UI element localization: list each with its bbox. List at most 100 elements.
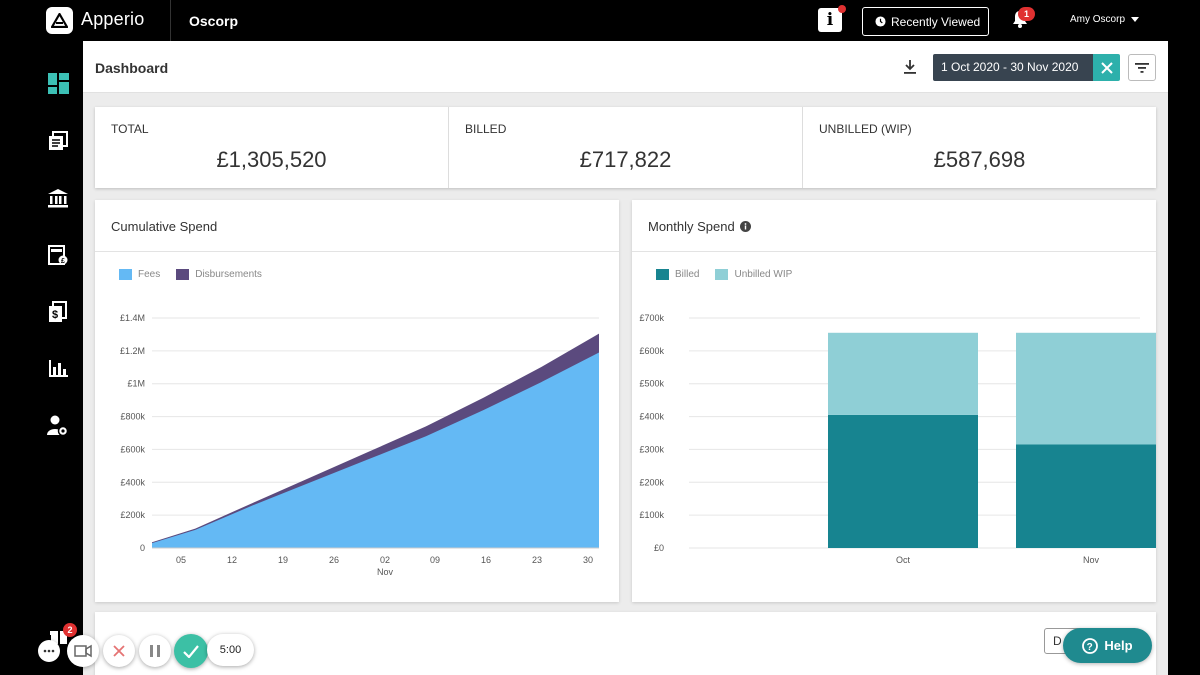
y-tick-label: £700k <box>639 313 664 323</box>
legend-swatch <box>176 269 190 280</box>
y-tick-label: £500k <box>639 379 664 389</box>
user-name-label: Amy Oscorp <box>1070 14 1126 25</box>
stat-label: TOTAL <box>111 122 149 136</box>
y-tick-label: £400k <box>120 477 145 487</box>
bar-unbilled <box>828 332 978 415</box>
divider <box>95 251 619 252</box>
user-menu[interactable]: Amy Oscorp <box>1070 14 1140 25</box>
y-tick-label: £0 <box>654 543 664 553</box>
info-button[interactable]: i <box>818 8 842 32</box>
date-range-filter[interactable]: 1 Oct 2020 - 30 Nov 2020 <box>933 54 1093 81</box>
legend-label: Fees <box>138 269 161 280</box>
top-bar: Apperio Oscorp i Recently Viewed 1 Amy O… <box>0 0 1200 41</box>
legend-item-billed[interactable]: Billed <box>656 269 699 280</box>
cumulative-spend-chart: 0 £200k £400k £600k £800k £1M £1.2M £1.4M 05 12 19… <box>120 313 599 577</box>
caret-down-icon <box>1131 17 1140 22</box>
filter-button[interactable] <box>1128 54 1156 81</box>
x-tick-label: Nov <box>1083 555 1100 565</box>
monthly-spend-chart: £0 £100k £200k £300k £400k £500k £600k £700k Oct… <box>639 313 1156 565</box>
top-divider <box>170 0 171 41</box>
monthly-legend: Billed Unbilled WIP <box>656 269 792 280</box>
legend-item-unbilled[interactable]: Unbilled WIP <box>715 269 792 280</box>
check-icon <box>183 644 199 658</box>
ellipsis-icon <box>43 649 55 653</box>
cumulative-legend: Fees Disbursements <box>119 269 262 280</box>
y-tick-label: £400k <box>639 412 664 422</box>
brand-name: Apperio <box>81 9 145 29</box>
y-tick-label: £100k <box>639 510 664 520</box>
info-circle-icon[interactable] <box>739 221 751 232</box>
close-icon <box>1100 61 1113 74</box>
legend-label: Unbilled WIP <box>734 269 793 280</box>
legend-swatch <box>656 269 669 280</box>
card-title: Cumulative Spend <box>111 219 218 234</box>
x-tick-label: 26 <box>329 555 339 565</box>
cancel-recording-button[interactable] <box>103 635 135 667</box>
stat-label: BILLED <box>465 122 507 136</box>
svg-text:£: £ <box>61 258 65 265</box>
legend-item-disbursements[interactable]: Disbursements <box>176 269 262 280</box>
main-content: Dashboard 1 Oct 2020 - 30 Nov 2020 TOTAL… <box>83 41 1168 675</box>
stat-unbilled: UNBILLED (WIP) £587,698 <box>803 107 1156 188</box>
page-header: Dashboard 1 Oct 2020 - 30 Nov 2020 <box>83 41 1168 93</box>
sidebar: £ $ <box>0 41 83 675</box>
gift-count-badge: 2 <box>63 623 77 637</box>
legend-swatch <box>715 269 729 280</box>
budget-icon[interactable]: £ <box>46 243 70 267</box>
summary-stats: TOTAL £1,305,520 BILLED £717,822 UNBILLE… <box>95 107 1156 188</box>
close-icon <box>113 645 125 657</box>
x-tick-label: 23 <box>532 555 542 565</box>
reports-icon[interactable] <box>46 357 70 381</box>
page-title: Dashboard <box>95 60 169 76</box>
notification-count-badge: 1 <box>1018 7 1035 21</box>
right-edge <box>1168 41 1200 675</box>
stat-total: TOTAL £1,305,520 <box>95 107 449 188</box>
y-tick-label: £200k <box>639 477 664 487</box>
divider <box>632 251 1156 252</box>
stat-value: £717,822 <box>579 147 672 172</box>
legend-swatch <box>119 269 132 280</box>
x-tick-label: 19 <box>278 555 288 565</box>
legend-item-fees[interactable]: Fees <box>119 269 160 280</box>
user-settings-icon[interactable] <box>46 414 70 438</box>
firms-icon[interactable] <box>46 186 70 210</box>
bar-unbilled <box>1016 332 1156 445</box>
x-tick-label: 09 <box>430 555 440 565</box>
y-tick-label: £600k <box>639 346 664 356</box>
finish-recording-button[interactable] <box>174 634 208 668</box>
gift-icon[interactable] <box>49 626 69 649</box>
stat-billed: BILLED £717,822 <box>449 107 803 188</box>
recently-viewed-label: Recently Viewed <box>891 14 981 29</box>
apperio-logo-icon[interactable] <box>46 7 73 34</box>
stat-label: UNBILLED (WIP) <box>819 122 912 136</box>
more-options-button[interactable] <box>38 640 60 662</box>
help-button[interactable]: ? Help <box>1063 628 1152 663</box>
recording-timer: 5:00 <box>207 634 254 666</box>
x-tick-label: 02 <box>380 555 390 565</box>
pause-button[interactable] <box>139 635 171 667</box>
pause-icon <box>150 645 160 657</box>
organisation-name: Oscorp <box>189 13 239 29</box>
clear-date-button[interactable] <box>1093 54 1120 81</box>
camera-button[interactable] <box>67 635 99 667</box>
bottom-card: D <box>95 612 1156 675</box>
download-icon[interactable] <box>901 58 919 76</box>
dashboard-icon[interactable] <box>46 71 70 95</box>
card-title-label: Monthly Spend <box>648 219 735 234</box>
filter-icon <box>1135 62 1149 73</box>
invoices-icon[interactable]: $ <box>46 300 70 324</box>
x-tick-label: 16 <box>481 555 491 565</box>
help-label: Help <box>1104 638 1133 653</box>
x-tick-label: 30 <box>583 555 593 565</box>
card-title: Monthly Spend <box>648 219 751 234</box>
cumulative-spend-card: Cumulative Spend Fees Disbursements 0 £20… <box>95 200 619 602</box>
y-tick-label: 0 <box>140 543 145 553</box>
matters-icon[interactable] <box>46 129 70 153</box>
x-tick-label: 05 <box>176 555 186 565</box>
stat-value: £1,305,520 <box>216 147 327 172</box>
question-icon: ? <box>1082 637 1099 654</box>
bar-billed <box>828 414 978 548</box>
y-tick-label: £200k <box>120 510 145 520</box>
y-tick-label: £800k <box>120 412 145 422</box>
recently-viewed-button[interactable]: Recently Viewed <box>862 7 989 36</box>
